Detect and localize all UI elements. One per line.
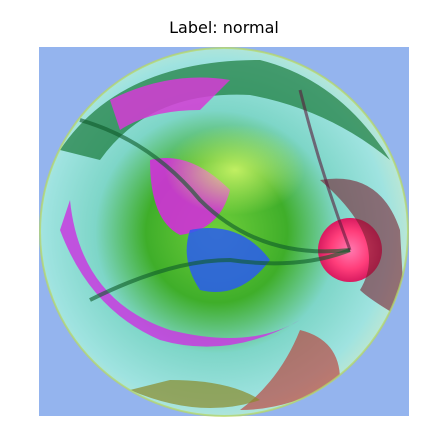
fundus-image bbox=[40, 48, 408, 416]
image-title: Label: normal bbox=[169, 18, 279, 37]
fundus-rim bbox=[39, 47, 409, 417]
